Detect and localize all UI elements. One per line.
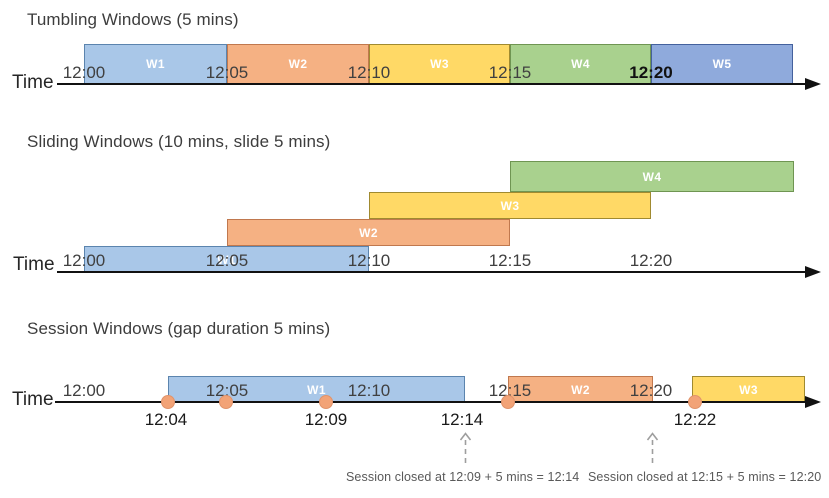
tumbling-window-w5: W5 <box>651 44 793 84</box>
time-axis <box>57 83 806 85</box>
sliding-window-w4: W4 <box>510 161 794 192</box>
time-axis-label: Time <box>12 389 54 410</box>
tick-1200: 12:00 <box>62 63 106 82</box>
session-close-arrow-icon <box>459 432 472 466</box>
event-time-1209: 12:09 <box>304 410 348 429</box>
sliding-window-w2: W2 <box>227 219 510 246</box>
tick-1205: 12:05 <box>205 381 249 400</box>
session-window-w3: W3 <box>692 376 805 403</box>
session-window-w1: W1 <box>168 376 465 403</box>
tick-1210: 12:10 <box>347 251 391 270</box>
event-dot-1204 <box>161 395 175 409</box>
session-window-w2: W2 <box>508 376 653 403</box>
tick-1220: 12:20 <box>629 381 673 400</box>
tumbling-window-w2: W2 <box>227 44 369 84</box>
session-close-annotation-1: Session closed at 12:09 + 5 mins = 12:14 <box>346 470 580 484</box>
tick-1205: 12:05 <box>205 63 249 82</box>
tick-1215: 12:15 <box>488 63 532 82</box>
axis-arrowhead-icon <box>805 266 821 278</box>
tumbling-window-w4: W4 <box>510 44 651 84</box>
tick-1200: 12:00 <box>62 381 106 400</box>
window-label: W1 <box>217 252 236 267</box>
window-label: W4 <box>642 169 662 184</box>
tick-1220: 12:20 <box>629 251 673 270</box>
window-label: W2 <box>571 382 590 397</box>
event-time-1222: 12:22 <box>673 410 717 429</box>
time-axis-label: Time <box>12 72 54 93</box>
window-label: W2 <box>288 57 308 71</box>
window-label: W3 <box>430 57 449 71</box>
tick-1210: 12:10 <box>347 381 391 400</box>
window-label: W1 <box>146 57 165 71</box>
sliding-window-w3: W3 <box>369 192 651 219</box>
window-label: W1 <box>307 382 326 397</box>
tick-1215: 12:15 <box>488 251 532 270</box>
axis-arrowhead-icon <box>805 396 821 408</box>
session-close-annotation-2: Session closed at 12:15 + 5 mins = 12:20 <box>588 470 822 484</box>
tick-1210: 12:10 <box>347 63 391 82</box>
time-axis <box>55 401 806 403</box>
axis-arrowhead-icon <box>805 78 821 90</box>
tick-1220: 12:20 <box>629 63 673 82</box>
event-dot-1205 <box>219 395 233 409</box>
event-time-1214: 12:14 <box>440 410 484 429</box>
event-dot-1222 <box>688 395 702 409</box>
window-label: W4 <box>571 57 590 71</box>
window-label: W5 <box>712 57 732 71</box>
time-axis-label: Time <box>13 254 55 275</box>
event-dot-1215 <box>501 395 515 409</box>
tick-1200: 12:00 <box>62 251 106 270</box>
tick-1215: 12:15 <box>488 381 532 400</box>
window-label: W2 <box>359 225 378 240</box>
event-time-1204: 12:04 <box>144 410 188 429</box>
sliding-title: Sliding Windows (10 mins, slide 5 mins) <box>27 132 331 151</box>
sliding-window-w1: W1 <box>84 246 369 273</box>
session-close-arrow-icon <box>646 432 659 466</box>
event-dot-1209 <box>319 395 333 409</box>
window-label: W3 <box>500 198 520 213</box>
time-axis <box>57 271 806 273</box>
tumbling-title: Tumbling Windows (5 mins) <box>27 10 239 29</box>
window-label: W3 <box>739 382 758 397</box>
tick-1205: 12:05 <box>205 251 249 270</box>
session-title: Session Windows (gap duration 5 mins) <box>27 319 331 338</box>
